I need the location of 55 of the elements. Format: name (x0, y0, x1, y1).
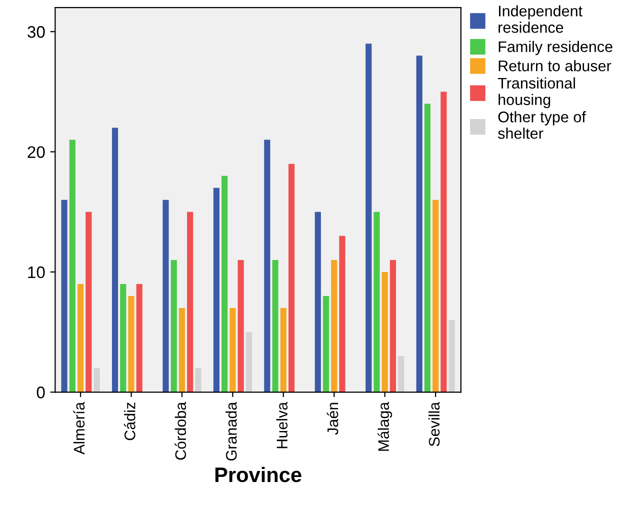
legend-label: Family residence (498, 40, 612, 56)
bar (264, 140, 270, 392)
bar (162, 200, 169, 392)
bar (272, 260, 278, 392)
x-tick-label: Cádiz (124, 402, 136, 440)
bar (222, 176, 228, 392)
bar (288, 164, 295, 392)
bar (322, 296, 330, 392)
x-tick-label: Córdoba (174, 402, 186, 460)
bar (398, 356, 404, 392)
legend-label: Independent residence (498, 5, 582, 33)
bar (213, 188, 220, 392)
bar (314, 212, 321, 392)
bar (170, 260, 177, 392)
legend-label: Other type of shelter (498, 111, 586, 139)
bar (86, 212, 92, 392)
bar (440, 92, 447, 392)
x-tick-label: Almería (73, 402, 85, 454)
y-tick-label: 10 (28, 266, 45, 278)
bar (339, 236, 346, 392)
bar (230, 308, 236, 392)
legend-label: Return to abuser (498, 60, 612, 72)
legend-label: Transitional housing (498, 77, 575, 108)
x-tick-label: Granada (226, 402, 237, 461)
bar (238, 260, 244, 392)
bar (128, 296, 134, 392)
x-tick-label: Málaga (378, 402, 392, 451)
bar (195, 368, 202, 392)
bar (424, 104, 430, 392)
bar (61, 200, 68, 392)
bar (94, 368, 100, 392)
bar (69, 140, 76, 392)
bar (382, 272, 388, 392)
bar (366, 44, 372, 392)
bar (280, 308, 286, 392)
bar (246, 332, 252, 392)
bar (120, 284, 126, 392)
bar (136, 284, 142, 392)
bar (178, 308, 185, 392)
bar (416, 56, 422, 392)
bar (374, 212, 380, 392)
x-tick-label: Huelva (276, 402, 288, 448)
y-tick-label: 0 (36, 386, 45, 398)
bar (331, 260, 338, 392)
x-axis-title: Province (215, 466, 302, 482)
bar (448, 320, 455, 392)
bar (112, 128, 118, 392)
x-tick-label: Sevilla (428, 402, 440, 446)
y-tick-label: 30 (28, 26, 45, 38)
bar (187, 212, 194, 392)
y-tick-label: 20 (28, 146, 45, 158)
bar (77, 284, 84, 392)
bar (390, 260, 396, 392)
bar (432, 200, 439, 392)
x-tick-label: Jaén (326, 402, 338, 435)
